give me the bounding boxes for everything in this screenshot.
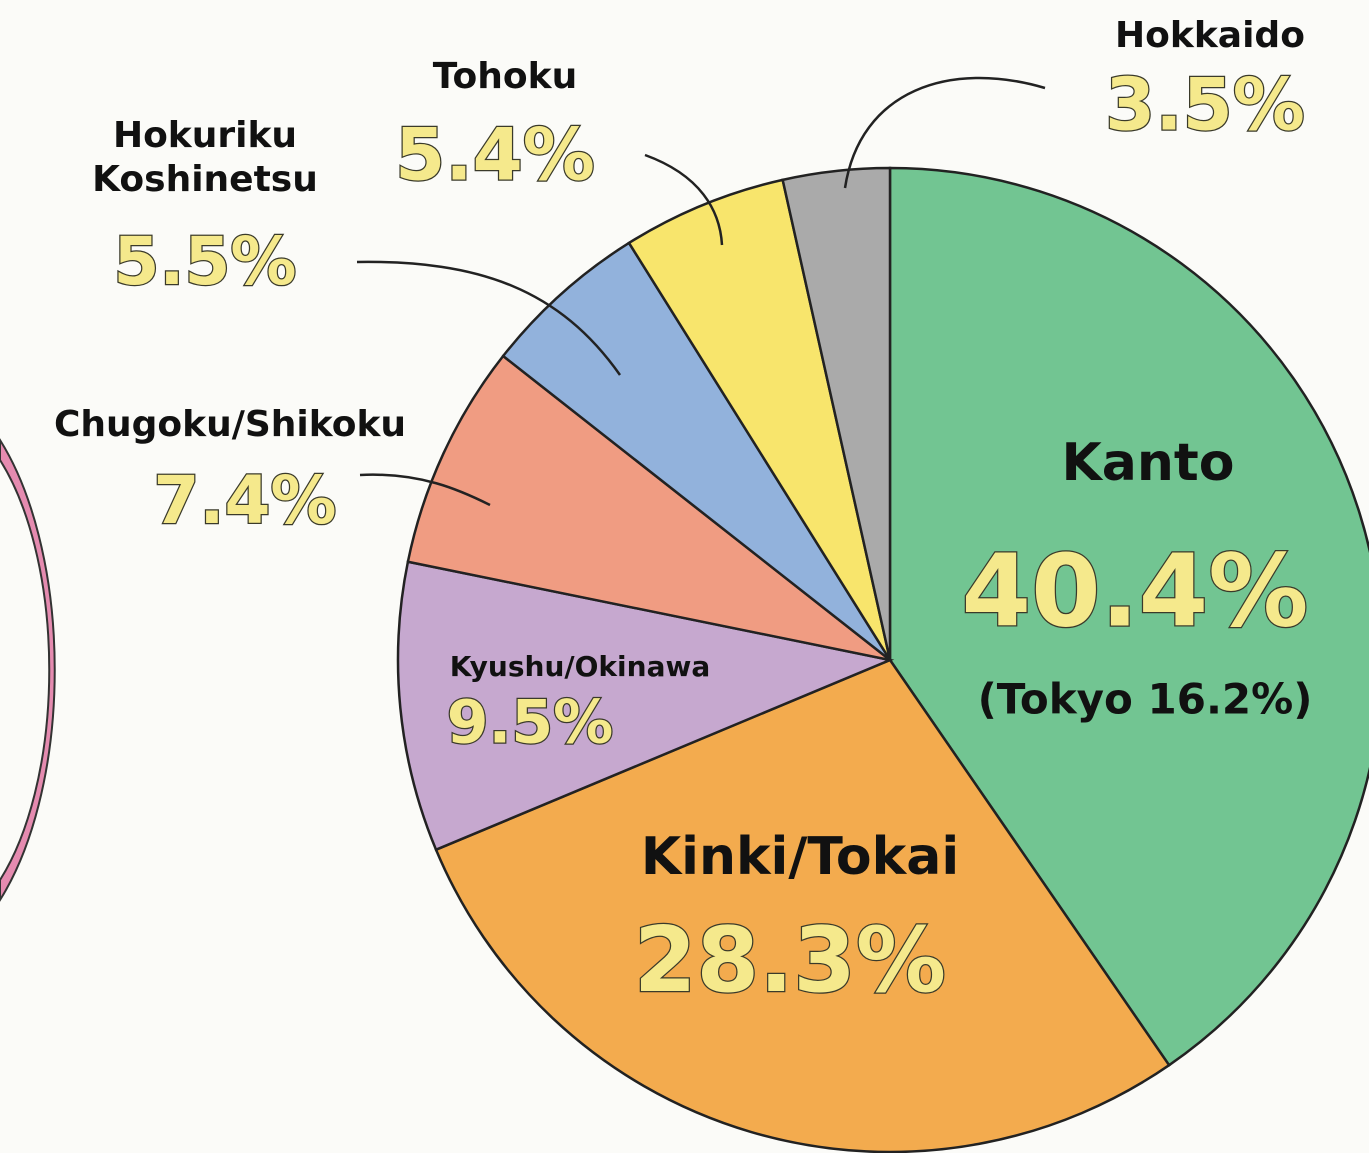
value-label: 5.4% (395, 113, 595, 197)
category-label: Kyushu/Okinawa (450, 650, 710, 683)
category-label: Chugoku/Shikoku (54, 404, 406, 445)
value-label: 40.4% (962, 532, 1309, 649)
value-label: 7.4% (153, 462, 336, 539)
neighbor-chart-edge (0, 440, 55, 900)
value-label: 28.3% (634, 908, 946, 1013)
category-label: Hokuriku Koshinetsu (75, 114, 335, 202)
page: Kanto 40.4% Kinki/Tokai 28.3% Kyushu/Okinawa… (0, 0, 1369, 1153)
annotation: (Tokyo 16.2%) (978, 675, 1313, 724)
category-label: Kanto (1062, 433, 1235, 493)
value-label: 3.5% (1105, 63, 1305, 147)
category-label: Tohoku (433, 56, 577, 97)
value-label: 9.5% (447, 688, 613, 758)
value-label: 5.5% (113, 223, 296, 300)
category-label: Kinki/Tokai (641, 827, 959, 887)
category-label: Hokkaido (1115, 15, 1305, 56)
